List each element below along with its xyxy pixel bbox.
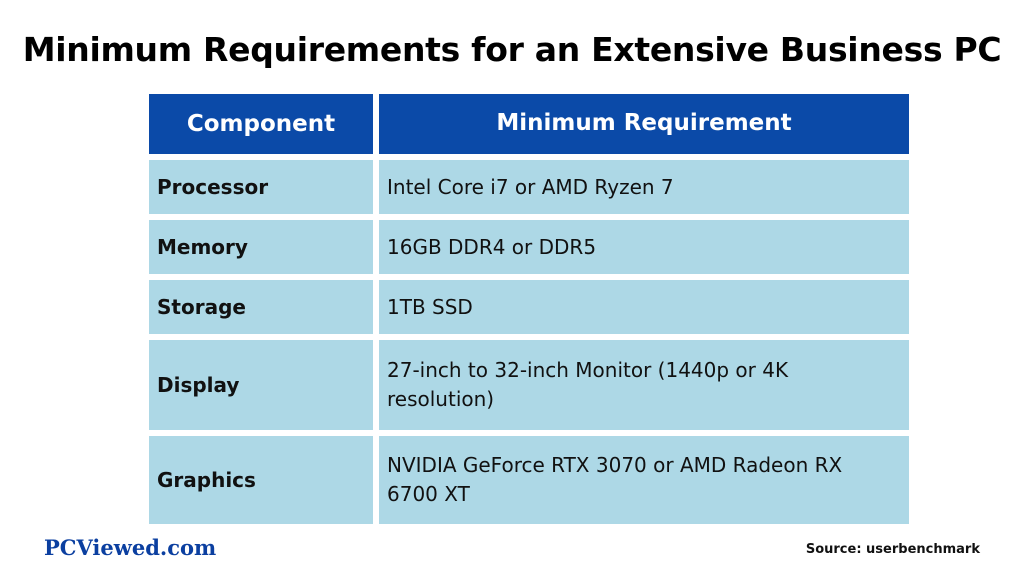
table-row: Memory 16GB DDR4 or DDR5 <box>149 220 909 274</box>
row-requirement: Intel Core i7 or AMD Ryzen 7 <box>379 160 909 214</box>
row-component: Processor <box>149 160 373 214</box>
source-note: Source: userbenchmark <box>805 542 980 557</box>
header-minimum-requirement: Minimum Requirement <box>379 94 909 154</box>
row-component: Storage <box>149 280 373 334</box>
table-row: Graphics NVIDIA GeForce RTX 3070 or AMD … <box>149 436 909 524</box>
page-title: Minimum Requirements for an Extensive Bu… <box>22 30 1002 69</box>
brand-logo-text: PCViewed.com <box>44 535 217 560</box>
header-component: Component <box>149 94 373 154</box>
requirements-table: Component Minimum Requirement Processor … <box>149 94 909 530</box>
row-requirement: 16GB DDR4 or DDR5 <box>379 220 909 274</box>
table-row: Display 27-inch to 32-inch Monitor (1440… <box>149 340 909 430</box>
row-component: Memory <box>149 220 373 274</box>
table-row: Processor Intel Core i7 or AMD Ryzen 7 <box>149 160 909 214</box>
row-component: Display <box>149 340 373 430</box>
row-requirement: NVIDIA GeForce RTX 3070 or AMD Radeon RX… <box>379 436 909 524</box>
row-component: Graphics <box>149 436 373 524</box>
table-header-row: Component Minimum Requirement <box>149 94 909 154</box>
row-requirement: 1TB SSD <box>379 280 909 334</box>
table-row: Storage 1TB SSD <box>149 280 909 334</box>
row-requirement: 27-inch to 32-inch Monitor (1440p or 4K … <box>379 340 909 430</box>
